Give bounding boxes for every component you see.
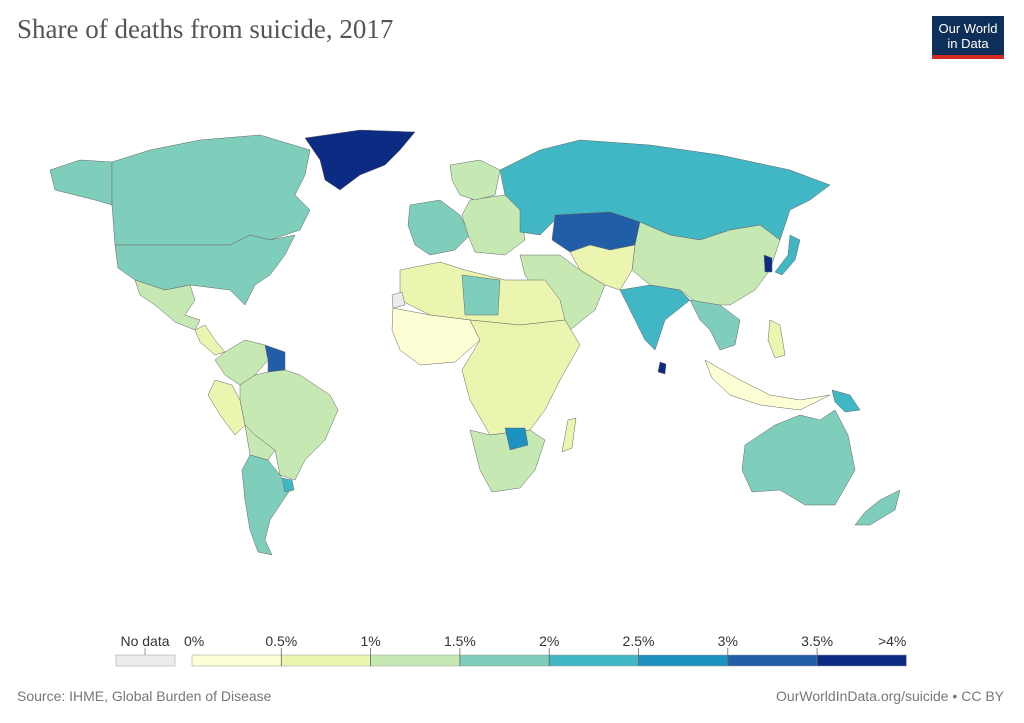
country-western-sahara[interactable] (391, 291, 406, 309)
country-bolivia[interactable] (244, 424, 276, 461)
country-greenland[interactable] (304, 129, 416, 191)
logo-line-1: Our World (938, 21, 998, 36)
country-central-east-africa[interactable] (461, 319, 581, 436)
legend-tick-label: 3.5% (801, 633, 833, 649)
legend-tick-label: 1% (360, 633, 380, 649)
country-new-zealand[interactable] (854, 489, 901, 526)
country-west-africa[interactable] (391, 307, 481, 366)
country-zimbabwe[interactable] (504, 427, 529, 451)
country-madagascar[interactable] (561, 417, 577, 453)
owid-logo[interactable]: Our World in Data (932, 16, 1004, 59)
legend-tick-label: 2% (539, 633, 559, 649)
country-philippines[interactable] (767, 319, 786, 359)
legend-bin-swatch (459, 654, 550, 667)
legend-tick-label: >4% (878, 633, 906, 649)
country-canada[interactable] (111, 134, 311, 246)
world-map (49, 129, 901, 556)
country-korea[interactable] (763, 254, 773, 273)
country-central-america[interactable] (194, 324, 226, 356)
legend-no-data-swatch (115, 654, 176, 667)
country-europe-west[interactable] (407, 199, 471, 256)
chart-title: Share of deaths from suicide, 2017 (17, 14, 394, 44)
country-guyana-suriname[interactable] (264, 344, 286, 373)
country-papua-new-guinea[interactable] (831, 389, 861, 413)
legend-bin-swatch (816, 654, 907, 667)
country-kazakhstan[interactable] (551, 211, 641, 253)
country-argentina-chile[interactable] (241, 454, 291, 556)
country-libya[interactable] (461, 274, 501, 316)
country-mexico[interactable] (134, 279, 201, 331)
legend-tick-label: 1.5% (444, 633, 476, 649)
country-indonesia[interactable] (704, 359, 831, 411)
country-uruguay[interactable] (281, 477, 295, 493)
legend-tick-label: 3% (718, 633, 738, 649)
country-india[interactable] (619, 284, 691, 351)
country-alaska[interactable] (49, 159, 113, 206)
legend-bin-swatch (191, 654, 282, 667)
legend-bin-swatch (370, 654, 461, 667)
logo-line-2: in Data (947, 36, 989, 51)
country-central-asia[interactable] (569, 244, 636, 291)
legend-no-data-label: No data (120, 633, 169, 649)
country-scandinavia[interactable] (449, 159, 501, 201)
country-peru[interactable] (207, 379, 246, 436)
country-japan[interactable] (774, 234, 801, 276)
country-sri-lanka[interactable] (657, 361, 667, 375)
source-link[interactable]: OurWorldInData.org/suicide • CC BY (776, 688, 1004, 704)
country-russia[interactable] (499, 139, 831, 241)
legend-tick-label: 0.5% (265, 633, 297, 649)
country-southeast-asia[interactable] (689, 299, 741, 351)
country-australia[interactable] (741, 409, 856, 506)
source-text: Source: IHME, Global Burden of Disease (17, 688, 272, 704)
legend-bin-swatch (548, 654, 639, 667)
legend-tick-label: 2.5% (623, 633, 655, 649)
legend-bin-swatch (638, 654, 729, 667)
legend-bin-swatch (281, 654, 371, 667)
legend-tick-label: 0% (184, 633, 204, 649)
legend-bin-swatch (727, 654, 818, 667)
